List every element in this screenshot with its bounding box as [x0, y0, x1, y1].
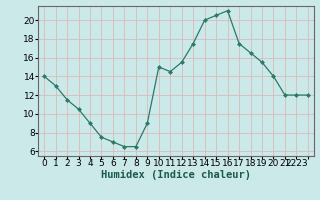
X-axis label: Humidex (Indice chaleur): Humidex (Indice chaleur) [101, 170, 251, 180]
